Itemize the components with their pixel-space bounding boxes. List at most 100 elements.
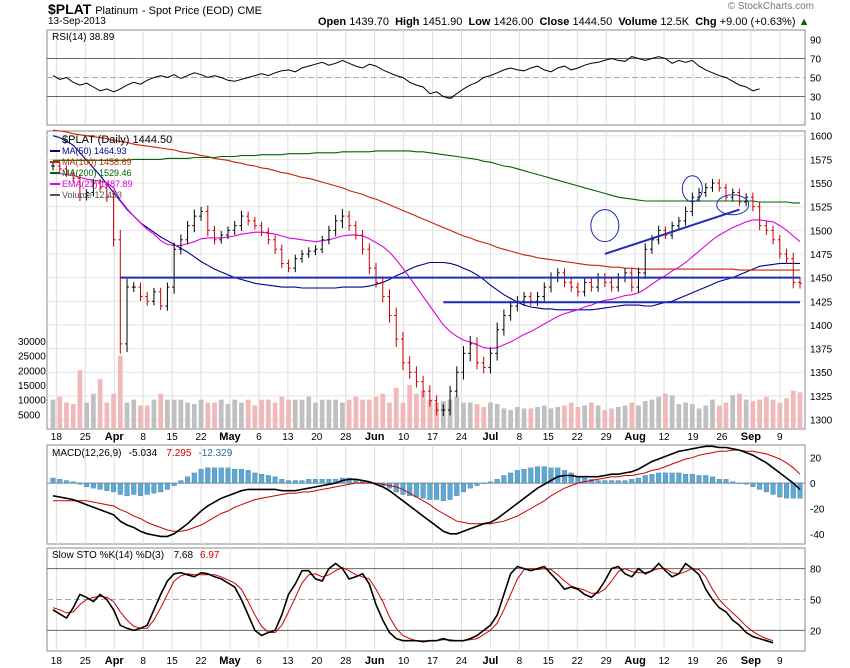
macd-histogram-bar — [117, 482, 123, 495]
ohlc-bar — [57, 162, 62, 173]
ohlc-bar — [656, 225, 661, 245]
x-tick-bottom: 19 — [687, 656, 699, 667]
x-tick-bottom: 17 — [427, 656, 439, 667]
volume-bar — [111, 393, 116, 429]
volume-y-tick: 5000 — [18, 410, 41, 421]
ohlc-bar — [131, 282, 136, 293]
rsi-legend: RSI(14) 38.89 — [52, 32, 115, 43]
volume-bar — [333, 399, 339, 429]
macd-histogram-bar — [191, 472, 197, 484]
macd-legend-item: MACD(12,26,9) — [52, 448, 121, 459]
x-tick-price: 29 — [601, 432, 613, 443]
macd-histogram-bar — [286, 480, 292, 484]
macd-histogram-bar — [683, 474, 689, 484]
volume-bar — [434, 402, 439, 429]
volume-bar — [212, 402, 217, 429]
x-tick-price: 18 — [51, 432, 63, 443]
ohlc-bar — [293, 254, 298, 273]
price-y-tick: 1375 — [810, 345, 833, 356]
volume-bar — [541, 405, 547, 429]
macd-histogram-bar — [669, 472, 675, 484]
volume-bar — [104, 402, 110, 429]
volume-bar — [474, 404, 480, 429]
macd-histogram-bar — [750, 482, 756, 488]
ohlc-bar — [441, 404, 446, 417]
ohlc-bar — [219, 231, 224, 244]
macd-histogram-bar — [784, 482, 790, 499]
rsi-y-tick: 30 — [810, 93, 822, 104]
x-tick-price: Sep — [741, 431, 761, 443]
volume-bar — [70, 404, 76, 429]
macd-histogram-bar — [561, 470, 567, 484]
volume-bar — [790, 390, 796, 429]
x-tick-price: 26 — [716, 432, 728, 443]
macd-histogram-bar — [696, 475, 702, 484]
macd-histogram-bar — [454, 482, 460, 496]
macd-histogram-bar — [90, 482, 96, 489]
pattern-ellipse — [716, 194, 750, 216]
ohlc-bar — [165, 282, 170, 311]
macd-histogram-bar — [770, 482, 776, 495]
pattern-ellipse — [681, 175, 703, 203]
sto-y-tick: 50 — [810, 596, 822, 607]
macd-legend-item: -12.329 — [198, 448, 232, 459]
ohlc-bar — [347, 210, 352, 231]
x-tick-price: 15 — [543, 432, 555, 443]
x-tick-price: 10 — [398, 432, 410, 443]
macd-histogram-bar — [407, 482, 413, 496]
volume-bar — [124, 402, 130, 429]
x-tick-bottom: 28 — [340, 656, 352, 667]
ohlc-bar — [380, 276, 385, 303]
x-tick-bottom: Sep — [741, 655, 761, 667]
volume-y-tick: 15000 — [18, 381, 46, 392]
ohlc-bar — [697, 187, 702, 202]
macd-histogram-bar — [232, 468, 238, 484]
high-label: High — [395, 16, 420, 28]
price-y-tick: 1500 — [810, 226, 833, 237]
x-tick-price: 15 — [167, 432, 179, 443]
ohlc-bar — [508, 300, 513, 321]
volume-bar — [57, 396, 63, 429]
macd-histogram-bar — [797, 482, 803, 499]
macd-histogram-bar — [676, 472, 682, 484]
volume-bar — [373, 396, 379, 429]
volume-bar — [279, 396, 285, 429]
volume-bar — [178, 399, 184, 429]
macd-histogram-bar — [467, 482, 473, 489]
x-tick-bottom: Jul — [482, 655, 498, 667]
volume-bar — [245, 399, 251, 429]
ohlc-bar — [798, 277, 802, 289]
ohlc-bar — [414, 366, 419, 388]
volume-bar — [198, 399, 204, 429]
volume-bar — [595, 405, 601, 429]
volume-bar — [346, 399, 352, 429]
close-label: Close — [539, 16, 570, 28]
ma50-line — [52, 135, 800, 311]
price-legend-item: Volume 12,493 — [62, 190, 122, 200]
volume-bar — [622, 405, 628, 429]
volume-bar — [265, 399, 271, 429]
macd-histogram-bar — [319, 479, 325, 484]
macd-histogram-bar — [124, 482, 130, 496]
quote-summary: Open 1439.70 High 1451.90 Low 1426.00 Cl… — [318, 16, 809, 28]
panel-frame-price — [46, 130, 806, 430]
ohlc-bar — [710, 179, 715, 192]
ohlc-bar — [569, 277, 574, 292]
price-y-tick: 1350 — [810, 368, 833, 379]
macd-histogram-bar — [575, 476, 581, 484]
x-tick-price: 20 — [311, 432, 323, 443]
ohlc-bar — [454, 366, 459, 398]
ohlc-bar — [690, 192, 695, 217]
macd-histogram-bar — [326, 479, 332, 484]
macd-histogram-bar — [622, 480, 628, 484]
volume-bar — [716, 405, 722, 429]
ohlc-bar — [71, 169, 76, 183]
macd-histogram-bar — [743, 482, 749, 485]
volume-bar — [737, 393, 742, 429]
volume-bar — [683, 402, 688, 429]
sto-y-tick: 80 — [810, 565, 822, 576]
volume-bar — [144, 405, 150, 429]
macd-histogram-bar — [501, 475, 507, 484]
price-y-tick: 1450 — [810, 274, 833, 285]
ohlc-bar — [683, 206, 688, 226]
